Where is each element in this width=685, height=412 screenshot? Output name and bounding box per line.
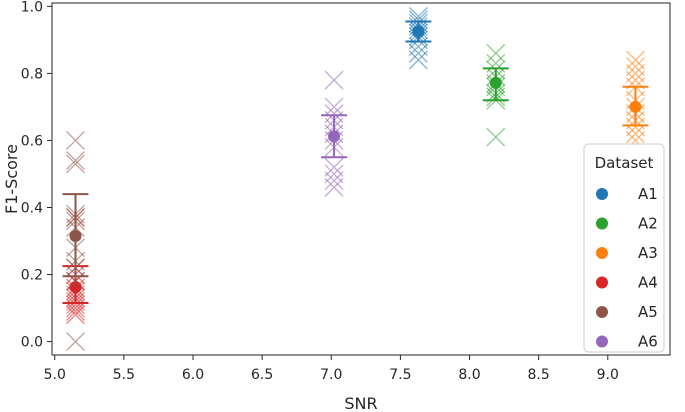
mean-marker [328,130,341,143]
series-A3 [622,50,649,150]
y-tick-label: 1.0 [21,0,43,15]
legend-marker [596,276,608,289]
legend-item-A1: A1 [596,185,658,203]
y-tick-label: 0.6 [21,133,43,149]
legend-label: A6 [638,333,658,351]
data-point-x-marker [625,124,645,144]
data-point-x-marker [625,57,645,77]
legend-item-A3: A3 [596,244,658,262]
y-axis-label: F1-Score [2,144,21,214]
legend-label: A1 [638,185,658,203]
data-point-x-marker [66,151,85,171]
data-point-x-marker [66,332,85,352]
x-tick-label: 5.0 [44,367,66,383]
data-point-x-marker [625,50,645,70]
y-tick-label: 0.0 [21,335,43,351]
mean-marker [489,76,502,89]
data-point-x-marker [324,104,344,124]
series-A2 [482,43,509,147]
data-point-x-marker [324,164,344,184]
mean-marker [69,229,82,242]
legend-item-A2: A2 [596,215,658,233]
data-point-x-marker [625,117,645,137]
y-axis: 0.0 0.2 0.4 0.6 0.8 1.0 [21,0,52,351]
data-point-x-marker [66,301,85,321]
data-point-x-marker [66,305,85,325]
data-point-x-marker [408,10,428,30]
series-A6 [321,70,348,197]
legend-label: A2 [638,215,658,233]
mean-marker [412,25,425,38]
x-tick-label: 9.0 [597,367,619,383]
data-point-x-marker [408,43,428,63]
x-tick-label: 6.0 [182,367,204,383]
legend-marker [596,217,608,230]
data-point-x-marker [324,70,344,90]
plot-frame [51,2,671,356]
x-tick-label: 8.0 [458,367,480,383]
legend-item-A5: A5 [596,303,658,321]
mean-marker [69,280,82,293]
x-tick-label: 7.0 [320,367,342,383]
plot-marks [62,6,649,352]
legend-title: Dataset [595,154,654,172]
mean-marker [629,100,642,113]
legend-marker [596,306,608,318]
data-point-x-marker [625,63,645,83]
data-point-x-marker [324,171,344,191]
legend-item-A6: A6 [596,333,658,351]
data-point-x-marker [486,43,506,63]
x-tick-label: 6.5 [251,367,273,383]
x-axis: 5.0 5.5 6.0 6.5 7.0 7.5 8.0 8.5 9.0 [44,355,619,383]
legend-marker [596,335,608,348]
legend-label: A5 [638,303,658,321]
data-point-x-marker [66,295,85,315]
legend: Dataset A1 A2 A3 A4 A5 A6 [583,143,665,353]
x-tick-label: 8.5 [528,367,550,383]
data-point-x-marker [486,127,506,147]
x-tick-label: 7.5 [389,367,411,383]
data-point-x-marker [66,154,85,174]
data-point-x-marker [324,177,344,197]
series-A1 [405,6,432,70]
y-tick-label: 0.8 [21,66,43,82]
legend-marker [596,247,608,259]
x-tick-label: 5.5 [113,367,135,383]
x-axis-label: SNR [344,394,377,412]
series-A5 [62,130,89,352]
legend-item-A4: A4 [596,274,658,292]
y-tick-label: 0.4 [21,200,43,216]
legend-label: A4 [638,274,658,292]
data-point-x-marker [408,50,428,70]
data-point-x-marker [66,130,85,150]
data-point-x-marker [324,97,344,117]
y-tick-label: 0.2 [21,268,43,284]
legend-marker [596,188,608,200]
legend-label: A3 [638,244,658,262]
data-point-x-marker [324,157,344,177]
